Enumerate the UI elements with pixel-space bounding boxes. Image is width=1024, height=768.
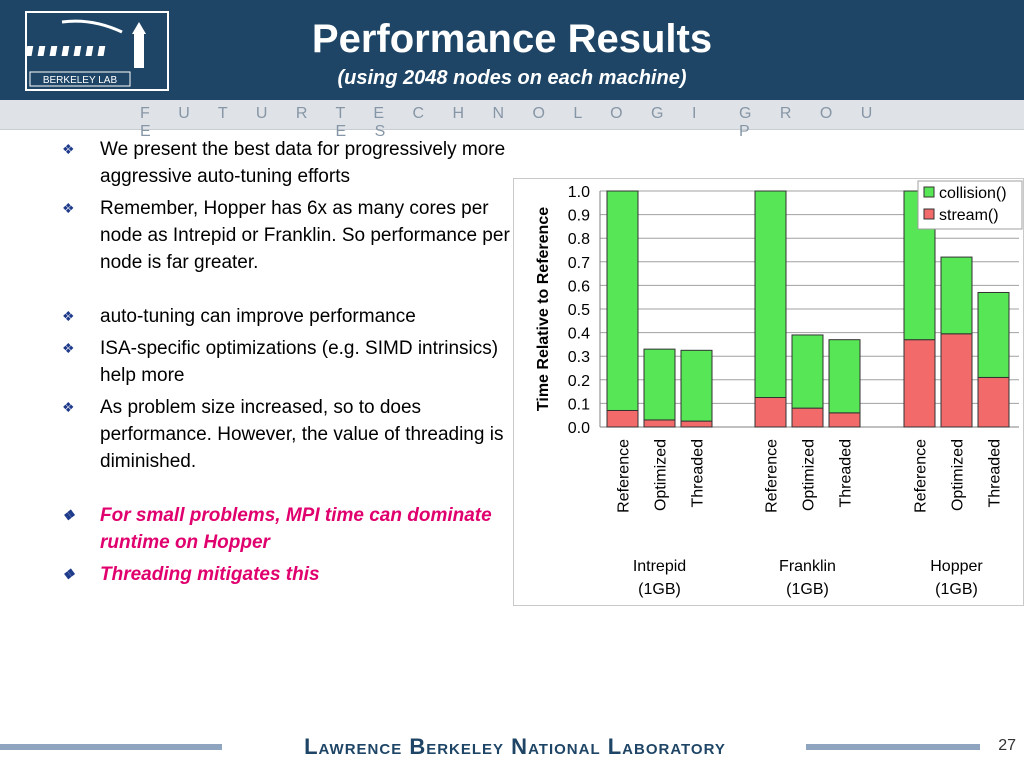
x-tick-label: Reference <box>616 439 633 513</box>
x-tick-label: Reference <box>764 439 781 513</box>
footer-rule-left <box>0 744 222 750</box>
y-tick-label: 0.2 <box>568 373 590 390</box>
x-tick-label: Optimized <box>653 439 670 511</box>
bar-stream <box>680 420 713 428</box>
bar-stream <box>977 376 1010 428</box>
bullet-item: ❖ auto-tuning can improve performance <box>60 303 510 330</box>
y-tick-label: 0.6 <box>568 278 590 295</box>
x-tick-label: Threaded <box>987 439 1004 508</box>
diamond-bullet-icon: ❖ <box>62 141 75 157</box>
berkeley-lab-logo: BERKELEY LAB <box>22 8 172 94</box>
bullet-text: For small problems, MPI time can dominat… <box>100 505 492 553</box>
y-tick-label: 0.0 <box>568 420 590 437</box>
group-label: Hopper <box>930 558 983 575</box>
diamond-bullet-icon: ❖ <box>62 507 75 523</box>
bar-collision <box>828 339 861 414</box>
bullet-item: ❖ ISA-specific optimizations (e.g. SIMD i… <box>60 335 510 389</box>
legend-box <box>917 180 1023 230</box>
diamond-bullet-icon: ❖ <box>62 308 75 324</box>
diamond-bullet-icon: ❖ <box>62 566 75 582</box>
chart-canvas: 0.0 0.1 0.2 0.3 0.4 0.5 0.6 0.7 0.8 0.9 1.0 Time Re… <box>535 180 1023 598</box>
footer-lab-name: Lawrence Berkeley National Laboratory <box>304 734 726 759</box>
bullet-text: auto-tuning can improve performance <box>100 306 416 327</box>
x-tick-label: Reference <box>913 439 930 513</box>
x-tick-label: Optimized <box>950 439 967 511</box>
group-sublabel: (1GB) <box>786 581 829 598</box>
bar-stream <box>903 339 936 428</box>
x-tick-label: Threaded <box>690 439 707 508</box>
group-sublabel: (1GB) <box>638 581 681 598</box>
banner-word-group: G R O U P <box>739 105 885 140</box>
bar-collision <box>754 190 787 398</box>
group-banner: F U T U R E T E C H N O L O G I E S G R … <box>0 100 1024 140</box>
legend-swatch <box>923 186 935 198</box>
legend-label: collision() <box>939 185 1007 202</box>
y-tick-label: 1.0 <box>568 184 590 201</box>
y-tick-label: 0.7 <box>568 255 590 272</box>
bar-collision <box>977 291 1010 378</box>
group-sublabel: (1GB) <box>935 581 978 598</box>
y-tick-label: 0.8 <box>568 231 590 248</box>
page-subtitle: (using 2048 nodes on each machine) <box>337 67 687 89</box>
y-tick-label: 0.9 <box>568 208 590 225</box>
y-tick-label: 0.5 <box>568 302 590 319</box>
campanile-logo-icon: BERKELEY LAB <box>25 11 169 91</box>
bullet-text: ISA-specific optimizations (e.g. SIMD in… <box>100 338 499 386</box>
bar-collision <box>606 190 639 411</box>
slide-header: BERKELEY LAB Performance Results (using … <box>0 0 1024 100</box>
bullet-list: ❖ We present the best data for progressiv… <box>60 136 510 593</box>
x-tick-label: Optimized <box>801 439 818 511</box>
bullet-item: ❖ Remember, Hopper has 6x as many cores p… <box>60 195 510 276</box>
banner-word-future: F U T U R E <box>140 105 320 140</box>
bullet-item-highlight: ❖ For small problems, MPI time can domina… <box>60 502 510 556</box>
y-tick-label: 0.1 <box>568 396 590 413</box>
bar-stream <box>828 412 861 428</box>
bar-collision <box>791 334 824 409</box>
legend-swatch <box>923 208 935 220</box>
diamond-bullet-icon: ❖ <box>62 200 75 216</box>
y-tick-label: 0.3 <box>568 349 590 366</box>
bar-stream <box>791 407 824 428</box>
bar-stream <box>643 419 676 428</box>
bar-stream <box>754 397 787 428</box>
bullet-text: We present the best data for progressive… <box>100 139 506 187</box>
page-number: 27 <box>998 737 1016 754</box>
bar-collision <box>940 256 973 335</box>
bullet-text: As problem size increased, so to does pe… <box>100 397 504 472</box>
y-tick-label: 0.4 <box>568 326 590 343</box>
bullet-item-highlight: ❖ Threading mitigates this <box>60 561 510 588</box>
legend-label: stream() <box>939 207 999 224</box>
banner-word-technologies: T E C H N O L O G I E S <box>335 105 709 140</box>
diamond-bullet-icon: ❖ <box>62 340 75 356</box>
diamond-bullet-icon: ❖ <box>62 399 75 415</box>
bar-stream <box>606 409 639 428</box>
y-axis-label: Time Relative to Reference <box>535 207 552 411</box>
x-tick-label: Threaded <box>838 439 855 508</box>
footer-rule-right <box>806 744 980 750</box>
group-label: Intrepid <box>633 558 686 575</box>
bullet-item: ❖ We present the best data for progressiv… <box>60 136 510 190</box>
bullet-item: ❖ As problem size increased, so to does p… <box>60 394 510 475</box>
group-label: Franklin <box>779 558 836 575</box>
svg-text:BERKELEY LAB: BERKELEY LAB <box>43 75 118 86</box>
bullet-text: Threading mitigates this <box>100 564 320 585</box>
bar-stream <box>940 333 973 428</box>
page-title: Performance Results <box>311 17 713 61</box>
stacked-bar-chart: 0.0 0.1 0.2 0.3 0.4 0.5 0.6 0.7 0.8 0.9 1.0 Time Re… <box>513 178 1024 606</box>
bar-collision <box>680 349 713 422</box>
bullet-text: Remember, Hopper has 6x as many cores pe… <box>100 198 510 273</box>
bar-collision <box>643 348 676 421</box>
